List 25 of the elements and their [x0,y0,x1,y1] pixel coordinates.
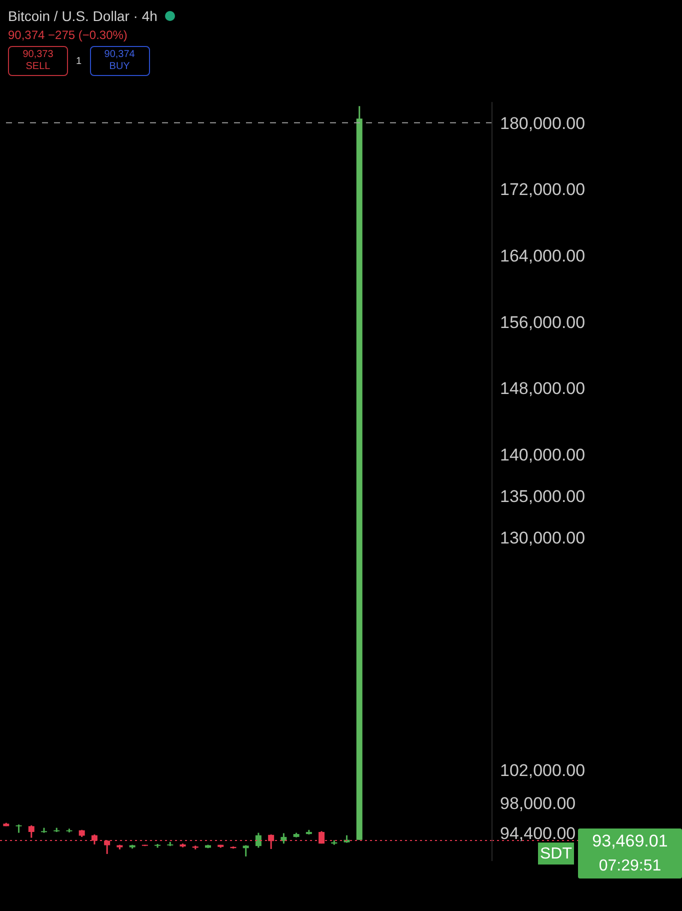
y-tick-label: 130,000.00 [500,528,586,548]
text: 90,373 [22,49,54,61]
candlestick [255,832,262,848]
chart-subtitle: 90,374 −275 (−0.30%) [8,28,128,42]
y-tick-label: 156,000.00 [500,312,586,332]
text: 07:29:51 [598,858,662,875]
text: 90,374 [103,49,136,61]
y-tick-label: 148,000.00 [500,379,586,398]
chart-title: Bitcoin / U.S. Dollar · 4h [8,8,158,24]
y-tick-label: 140,000.00 [500,446,586,465]
y-tick-label: 135,000.00 [500,487,586,506]
candlestick [242,844,249,858]
ref-line-label: 93,469.01 [592,832,668,851]
y-tick-label: 164,000.00 [500,246,586,266]
y-tick-label: 172,000.00 [500,180,586,200]
y-tick-label: 102,000.00 [500,760,586,780]
text: BUY [108,61,131,73]
text: SDT [540,846,572,863]
candlestick [28,824,34,839]
candlestick [16,824,22,834]
text: 1 [76,56,82,66]
y-tick-label: 94,400.00 [500,824,576,843]
y-tick-label: 180,000.00 [500,114,586,133]
y-tick-label: 98,000.00 [500,794,576,813]
text: SELL [24,61,52,73]
